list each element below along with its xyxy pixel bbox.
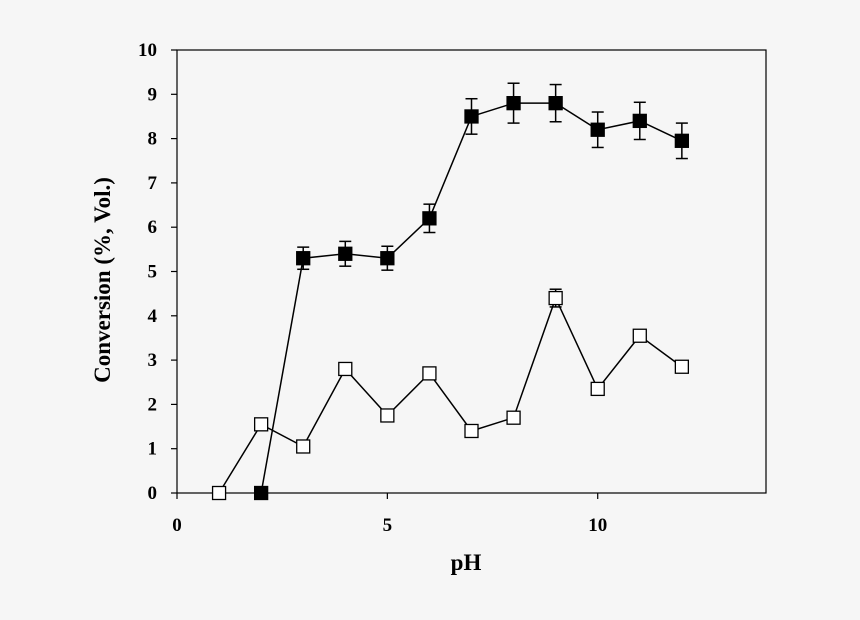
y-tick-label: 9: [148, 84, 158, 105]
y-axis-title: Conversion (%, Vol.): [90, 177, 115, 383]
data-point: [296, 251, 311, 266]
y-tick-label: 2: [148, 394, 158, 415]
data-point: [674, 359, 690, 374]
x-axis-title: pH: [451, 550, 482, 575]
y-tick-label: 8: [148, 129, 158, 150]
data-point: [380, 408, 395, 423]
x-axis-ticks: 0 5 10: [172, 493, 607, 536]
data-point: [506, 96, 521, 111]
data-point: [422, 211, 437, 226]
y-axis-ticks: 0 1 2 3 4 5 6 7 8 9 10: [138, 40, 177, 504]
data-point: [632, 328, 647, 343]
x-tick-label: 5: [383, 515, 393, 536]
data-point: [380, 251, 395, 266]
y-tick-label: 0: [148, 483, 158, 504]
data-point: [548, 96, 563, 111]
series-2: [211, 288, 690, 501]
y-tick-label: 5: [148, 262, 158, 283]
data-point: [590, 122, 605, 137]
data-point: [632, 113, 647, 129]
y-tick-label: 1: [148, 439, 158, 460]
y-tick-label: 7: [148, 173, 158, 194]
y-tick-label: 3: [148, 350, 158, 371]
data-point: [506, 410, 521, 425]
data-point: [253, 417, 269, 432]
data-point: [464, 109, 479, 124]
x-tick-label: 0: [172, 515, 182, 536]
data-point: [338, 246, 353, 261]
data-point: [590, 381, 605, 397]
series-1: [253, 82, 690, 501]
data-point: [296, 439, 311, 454]
data-point: [338, 361, 353, 377]
data-point: [674, 133, 690, 148]
x-tick-label: 10: [588, 515, 607, 536]
series-line: [218, 296, 683, 494]
y-tick-label: 6: [148, 217, 158, 238]
data-point: [548, 290, 563, 306]
data-point: [464, 423, 479, 439]
y-tick-label: 4: [148, 306, 158, 327]
data-point: [253, 485, 269, 501]
data-point: [422, 366, 437, 381]
y-tick-label: 10: [138, 40, 157, 61]
data-point: [211, 485, 227, 501]
series-layer: [211, 82, 690, 501]
